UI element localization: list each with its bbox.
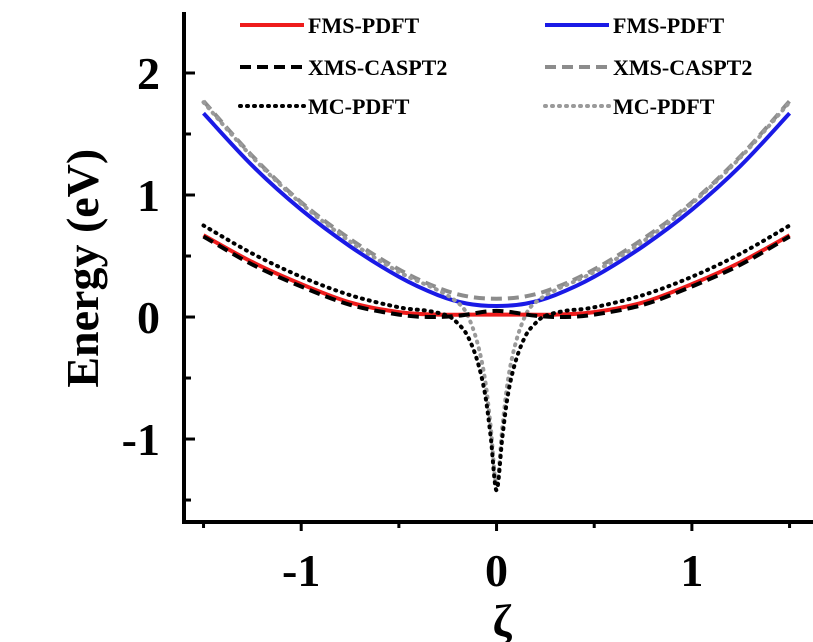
series-line-fms-pdft-ground xyxy=(202,233,791,317)
series-line-mc-pdft-ground xyxy=(201,223,792,493)
chart-axes xyxy=(182,12,813,531)
legend-label: MC-PDFT xyxy=(308,94,410,119)
x-tick-label: 1 xyxy=(680,545,703,596)
legend-label: XMS-CASPT2 xyxy=(613,55,752,80)
y-tick-label: 1 xyxy=(137,170,160,221)
legend-label: MC-PDFT xyxy=(613,94,715,119)
x-axis-title: ζ xyxy=(492,595,512,642)
y-tick-label: 0 xyxy=(137,292,160,343)
x-tick-label: -1 xyxy=(282,545,320,596)
legend-label: FMS-PDFT xyxy=(308,13,420,38)
legend-label: XMS-CASPT2 xyxy=(308,55,447,80)
series-line-fms-pdft-excited xyxy=(202,111,792,309)
series-line-xms-caspt2-excited xyxy=(202,99,792,301)
series-line-mc-pdft-excited xyxy=(201,100,792,488)
chart-curves xyxy=(201,99,792,493)
x-tick-label: 0 xyxy=(485,545,508,596)
y-tick-label: -1 xyxy=(122,414,160,465)
chart-legend: FMS-PDFT FMS-PDFT XMS-CASPT2 XMS-CASPT2 MC-P… xyxy=(238,13,752,119)
y-tick-label: 2 xyxy=(137,48,160,99)
series-line-xms-caspt2-ground xyxy=(202,234,791,320)
legend-label: FMS-PDFT xyxy=(613,13,725,38)
y-axis-title: Energy (eV) xyxy=(57,149,108,388)
tick-labels: -1 0 1 -1 0 1 2 xyxy=(122,48,704,596)
